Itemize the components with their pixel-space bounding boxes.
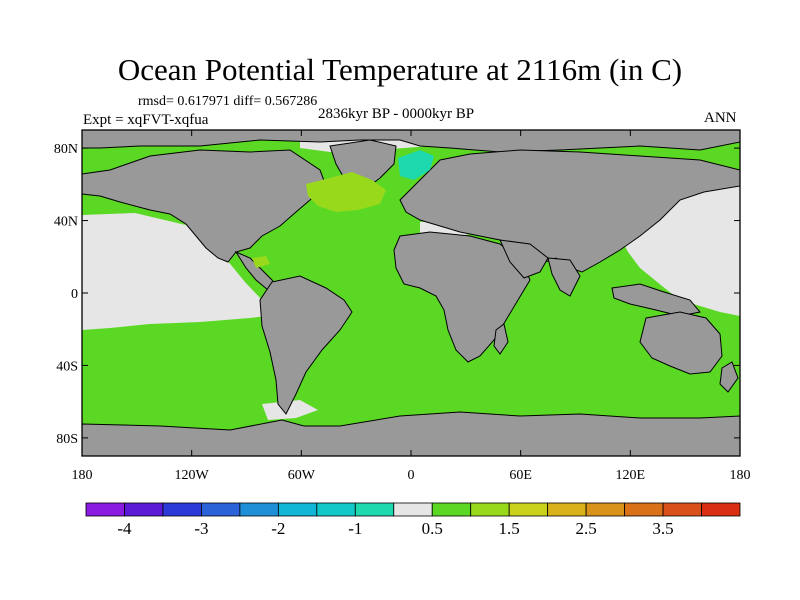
colorbar-box [277,502,318,517]
map-title: Ocean Potential Temperature at 2116m (in… [117,52,683,87]
new-zealand [719,361,739,393]
australia [639,311,723,375]
latitude-labels: 80N 40N 0 40S 80S [54,142,78,447]
colorbar-label: -4 [117,519,132,538]
period-subtitle: 2836kyr BP - 0000kyr BP [318,106,475,122]
colorbar-box [239,502,279,517]
colorbar-label: 0.5 [422,519,443,538]
longitude-labels: 180 120W 60W 0 60E 120E 180 [72,468,751,483]
north-america [81,149,327,263]
anomaly-patches [252,150,434,268]
south-america [259,275,353,415]
land-masses [81,129,741,457]
colorbar-box [393,502,433,517]
colorbar-box [354,502,395,517]
madagascar [493,323,509,355]
lon-label: 0 [408,468,415,483]
lon-label: 120E [616,468,646,483]
colorbar-labels: -4 -3 -2 -1 0.5 1.5 2.5 3.5 [117,519,673,538]
colorbar-box [470,502,510,517]
colorbar-box [85,502,125,517]
colorbar-label: 2.5 [575,519,596,538]
india [547,257,581,297]
lon-label: 120W [175,468,210,483]
lat-label: 0 [71,287,78,302]
colorbar-label: -1 [348,519,362,538]
caribbean-warm-patch [252,256,270,268]
experiment-label: Expt = xqFVT-xqfua [83,112,209,128]
season-label: ANN [704,110,737,126]
north-atlantic-warm-patch [306,172,386,212]
lat-label: 80S [56,432,78,447]
lon-label: 60W [288,468,316,483]
colorbar-box [701,502,741,517]
map-ticks [81,130,741,456]
colorbar-box [201,502,241,517]
colorbar: -4 -3 -2 -1 0.5 1.5 2.5 3.5 [85,502,741,538]
missing-southern-patch [262,400,318,420]
missing-east-pacific [82,213,318,330]
colorbar-box [547,502,587,517]
colorbar-label: 1.5 [499,519,520,538]
colorbar-label: -2 [271,519,285,538]
colorbar-box [662,502,702,517]
lat-label: 40S [56,359,78,374]
arabia [499,239,549,279]
colorbar-boxes [85,502,741,517]
lon-label: 60E [509,468,532,483]
colorbar-box [508,502,549,517]
lat-label: 80N [54,142,78,157]
colorbar-box [585,502,625,517]
colorbar-label: 3.5 [652,519,673,538]
map-panel: 80N 40N 0 40S 80S 180 120W 60W 0 60E 120E 180 [54,129,751,483]
stats-label: rmsd= 0.617971 diff= 0.567286 [138,94,318,109]
colorbar-box [316,502,356,517]
colorbar-box [431,502,472,517]
lat-label: 40N [54,215,78,230]
colorbar-box [624,502,664,517]
nordic-seas-cool-patch [398,150,434,180]
colorbar-label: -3 [194,519,208,538]
lon-label: 180 [72,468,93,483]
lon-label: 180 [730,468,751,483]
eurasia [399,149,741,273]
arctic-land-north [81,129,741,153]
colorbar-box [162,502,202,517]
colorbar-box [124,502,164,517]
